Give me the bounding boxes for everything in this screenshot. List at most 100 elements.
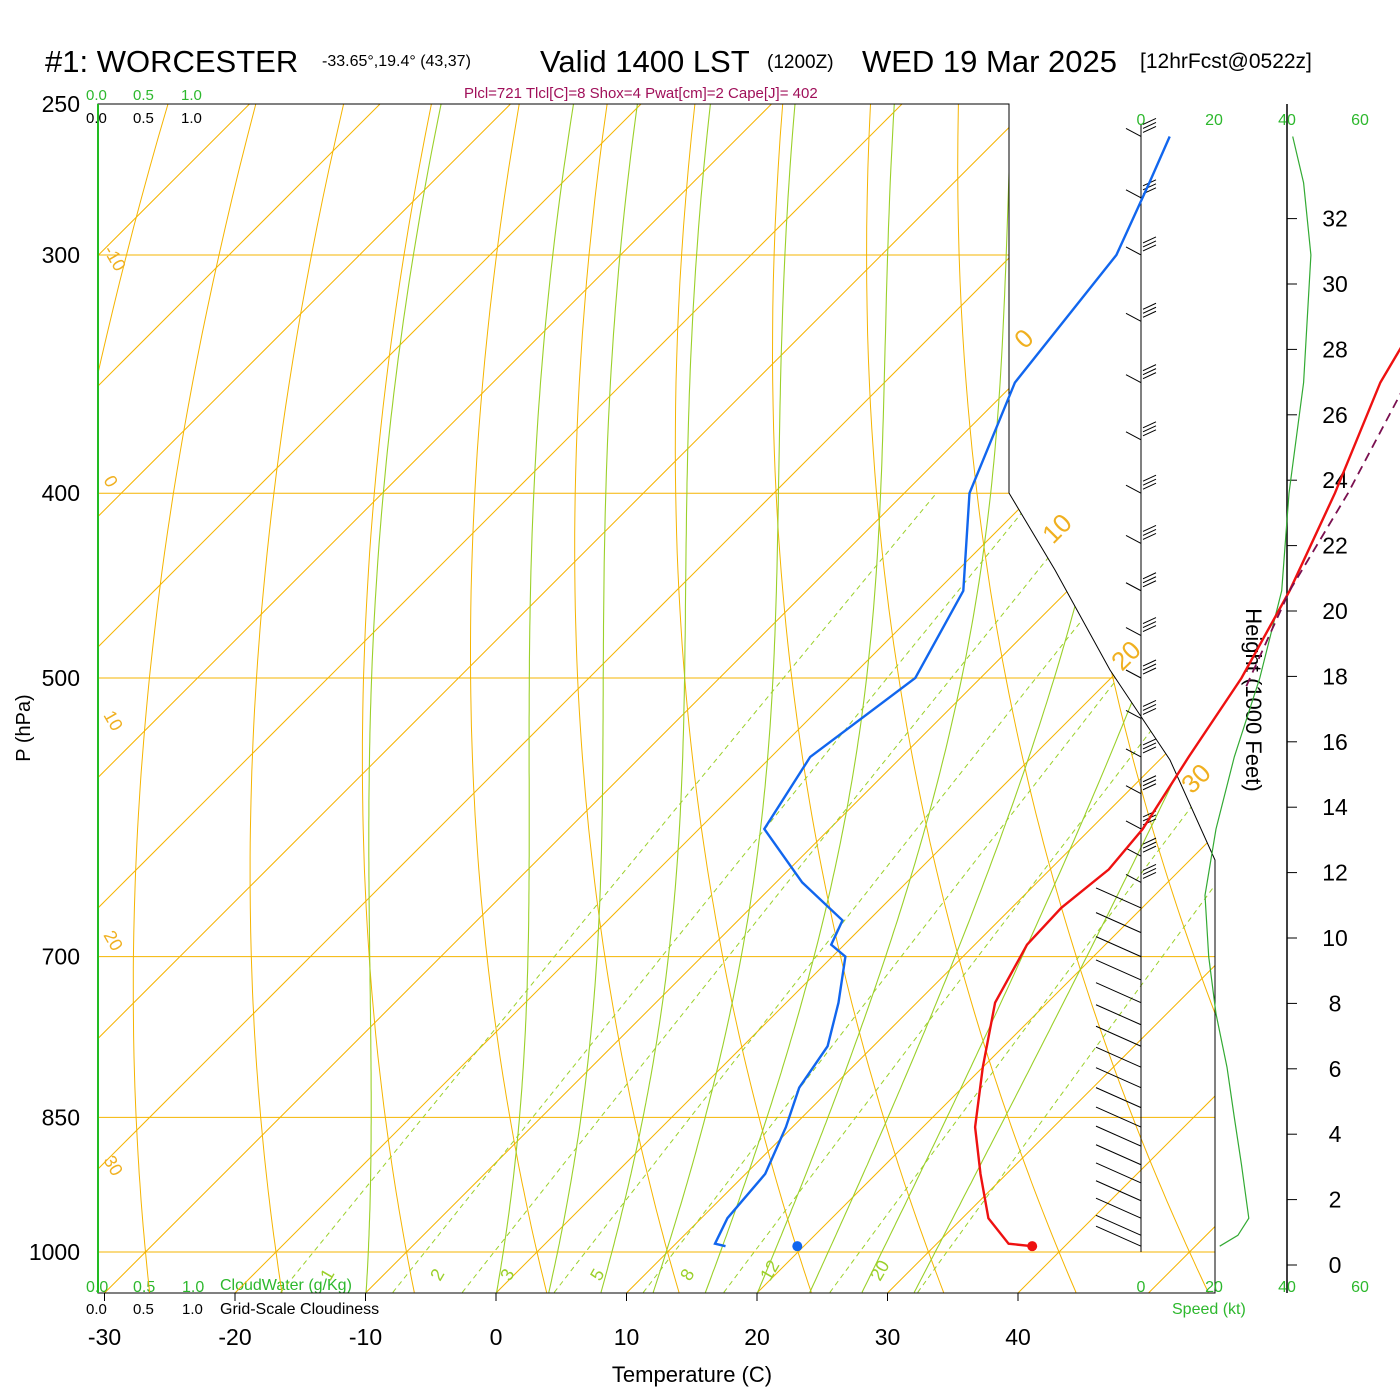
pressure-tick-label: 1000 bbox=[29, 1239, 80, 1265]
wind-barb-shaft bbox=[1125, 484, 1142, 494]
wind-barb bbox=[1125, 179, 1157, 199]
wind-barb-flag bbox=[1142, 118, 1157, 125]
speed-tick-bottom: 20 bbox=[1205, 1279, 1223, 1296]
wind-barb-shaft bbox=[1095, 1004, 1142, 1026]
x-tick-label: -20 bbox=[218, 1324, 251, 1350]
wind-barb bbox=[1125, 699, 1157, 719]
wind-barb-shaft bbox=[1125, 189, 1142, 199]
wind-barb bbox=[1125, 302, 1157, 322]
wind-barb bbox=[1095, 982, 1142, 1004]
wind-barb-flag bbox=[1142, 667, 1157, 675]
wind-barb-shaft bbox=[1095, 936, 1142, 958]
isotherm-line bbox=[234, 104, 1215, 1293]
height-tick-label: 30 bbox=[1322, 271, 1348, 297]
moist-adiabat-line bbox=[652, 104, 799, 1293]
wind-barb bbox=[1095, 1046, 1142, 1068]
height-tick-label: 8 bbox=[1329, 990, 1342, 1016]
station-coords: -33.65°,19.4° (43,37) bbox=[322, 53, 471, 70]
x-tick-label: 20 bbox=[744, 1324, 770, 1350]
speed-tick-top: 60 bbox=[1351, 112, 1369, 129]
cloudwater-scale-top-0: 0.0 bbox=[86, 87, 107, 104]
dry-adiabat-line bbox=[249, 104, 353, 1293]
isotherm-line bbox=[98, 104, 511, 1293]
wind-barb-flag bbox=[1142, 532, 1157, 540]
wind-barb-flag bbox=[1142, 738, 1157, 746]
wind-barb-flag bbox=[1142, 841, 1157, 849]
wind-barb-shaft bbox=[1125, 534, 1142, 544]
height-tick-label: 2 bbox=[1329, 1187, 1342, 1213]
wind-barb-flag bbox=[1142, 845, 1157, 853]
plot-border bbox=[97, 103, 1216, 1294]
x-tick-label: -30 bbox=[88, 1324, 121, 1350]
wind-barb-flag bbox=[1142, 524, 1157, 532]
speed-tick-top: 0 bbox=[1137, 112, 1146, 129]
wind-barb bbox=[1125, 524, 1157, 544]
height-tick-label: 10 bbox=[1322, 925, 1348, 951]
forecast-label: [12hrFcst@0522z] bbox=[1140, 50, 1312, 73]
wind-barb-flag bbox=[1142, 621, 1157, 628]
mixing-ratio-line bbox=[553, 492, 1184, 1293]
isotherm-label-right: 20 bbox=[1105, 635, 1147, 677]
plot-frame bbox=[97, 103, 1216, 1294]
wind-barb bbox=[1095, 1144, 1142, 1166]
surface-temperature-point bbox=[1027, 1241, 1038, 1252]
isotherm-label-right: 30 bbox=[1175, 758, 1217, 800]
pressure-tick-label: 500 bbox=[42, 665, 80, 691]
wind-barb-flag bbox=[1142, 236, 1157, 244]
isotherm-label-left: 10 bbox=[100, 707, 127, 734]
wind-speed-line bbox=[1204, 136, 1312, 1247]
dry-adiabat-line bbox=[1307, 70, 1400, 1292]
wind-barb-shaft bbox=[1095, 1214, 1142, 1236]
isotherm-line bbox=[365, 104, 1215, 1293]
profile-series bbox=[713, 136, 1400, 1252]
wind-barb-shaft bbox=[1095, 959, 1142, 981]
wind-barb-shaft bbox=[1095, 887, 1142, 909]
isotherm-line bbox=[98, 104, 250, 1293]
wind-barb bbox=[1095, 1225, 1142, 1247]
isotherm-line bbox=[98, 104, 903, 1293]
wind-barb-flag bbox=[1142, 779, 1157, 787]
wind-barb-flag bbox=[1142, 474, 1157, 482]
wind-barb bbox=[1095, 936, 1142, 958]
wind-barb-shaft bbox=[1095, 1225, 1142, 1247]
height-tick-label: 6 bbox=[1329, 1056, 1342, 1082]
height-tick-label: 32 bbox=[1322, 206, 1348, 232]
speed-axis-label: Speed (kt) bbox=[1172, 1301, 1246, 1318]
wind-barb-flag bbox=[1142, 240, 1157, 248]
height-tick-label: 0 bbox=[1329, 1252, 1342, 1278]
wind-barb-flag bbox=[1142, 126, 1157, 133]
temperature-profile-line bbox=[973, 346, 1400, 1248]
height-tick-label: 20 bbox=[1322, 598, 1348, 624]
wind-barb bbox=[1095, 959, 1142, 981]
wind-barb-shaft bbox=[1125, 847, 1142, 857]
utc-time: (1200Z) bbox=[767, 52, 834, 73]
wind-barb-shaft bbox=[1125, 820, 1142, 830]
dry-adiabat-line bbox=[1393, 70, 1400, 1292]
wind-barb-shaft bbox=[1125, 709, 1142, 719]
dry-adiabat-line bbox=[771, 104, 945, 1293]
wind-barb-shaft bbox=[1095, 1046, 1142, 1068]
mixing-ratio-label: 2 bbox=[426, 1265, 448, 1284]
mixing-ratio-label: 3 bbox=[496, 1265, 518, 1284]
mixing-ratio-line bbox=[642, 492, 1215, 1293]
wind-barb-flag bbox=[1142, 482, 1157, 490]
wind-barb-shaft bbox=[1125, 627, 1142, 636]
height-tick-label: 28 bbox=[1322, 336, 1348, 362]
wind-barb-shaft bbox=[1125, 785, 1142, 795]
isotherm-label-left: 0 bbox=[100, 472, 122, 491]
wind-barb-flag bbox=[1142, 372, 1157, 380]
indices-label: Plcl=721 Tlcl[C]=8 Shox=4 Pwat[cm]=2 Cap… bbox=[464, 85, 818, 102]
wind-barb-flag bbox=[1142, 368, 1157, 376]
height-tick-label: 18 bbox=[1322, 663, 1348, 689]
wind-barb-shaft bbox=[1125, 748, 1142, 758]
cloudwater-label: CloudWater (g/Kg) bbox=[220, 1277, 352, 1294]
wind-barb-flag bbox=[1142, 302, 1157, 310]
wind-barb-flag bbox=[1142, 742, 1157, 750]
x-tick-label: 40 bbox=[1005, 1324, 1031, 1350]
station-title: #1: WORCESTER bbox=[45, 44, 298, 79]
date-label: WED 19 Mar 2025 bbox=[862, 44, 1117, 79]
speed-tick-bottom: 60 bbox=[1351, 1279, 1369, 1296]
dry-adiabat-line bbox=[674, 104, 812, 1293]
